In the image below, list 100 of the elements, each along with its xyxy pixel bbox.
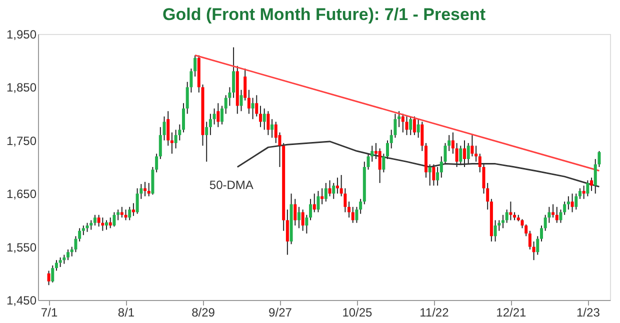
candlestick — [532, 240, 536, 261]
candlestick — [428, 164, 432, 186]
candlestick — [147, 182, 150, 197]
candlestick — [97, 214, 100, 228]
y-tick-label: 1,650 — [6, 187, 37, 202]
candlestick — [420, 121, 424, 152]
candlestick — [409, 116, 412, 136]
candlestick — [328, 180, 332, 197]
candlestick — [432, 164, 436, 186]
candlestick — [54, 260, 58, 272]
candlestick — [212, 108, 216, 125]
candlestick — [66, 248, 70, 261]
candlestick — [578, 188, 582, 200]
candlestick — [540, 225, 543, 242]
candlestick — [305, 214, 308, 234]
candlestick — [93, 214, 96, 226]
candlestick — [112, 212, 116, 228]
candlestick — [382, 153, 386, 173]
candlestick — [436, 166, 440, 186]
candlestick — [570, 193, 574, 213]
candlestick — [208, 113, 212, 136]
candlestick — [108, 217, 112, 229]
candlestick — [101, 217, 104, 232]
candlestick — [524, 224, 528, 237]
candlestick — [136, 188, 139, 214]
candlestick — [270, 118, 274, 138]
candlestick — [162, 116, 166, 141]
candlestick — [132, 202, 135, 216]
candlestick — [324, 182, 328, 202]
candlestick — [552, 204, 555, 218]
candlestick — [244, 68, 247, 101]
candlestick — [378, 148, 382, 184]
candlestick — [216, 102, 220, 128]
candlestick — [86, 222, 89, 232]
candlestick — [151, 166, 154, 196]
candlestick — [348, 201, 351, 218]
candlestick — [301, 209, 304, 232]
candlestick — [62, 254, 66, 264]
candlestick — [58, 256, 62, 268]
candlestick — [170, 132, 174, 154]
candlestick — [574, 193, 578, 210]
candlestick — [440, 156, 443, 178]
candlestick — [320, 188, 324, 205]
candlestick — [351, 206, 354, 224]
x-tick-label: 10/25 — [342, 306, 373, 320]
y-tick-label: 1,850 — [6, 80, 37, 95]
x-tick-label: 7/1 — [40, 306, 58, 320]
candlestick — [359, 198, 362, 214]
candlestick — [463, 140, 466, 168]
x-tick-label: 11/22 — [420, 306, 450, 320]
candlestick — [590, 177, 594, 192]
candlestick — [455, 142, 458, 168]
candlestick — [90, 220, 93, 230]
candlestick — [51, 264, 54, 283]
candlestick — [520, 218, 524, 229]
candlestick — [266, 110, 270, 136]
candlestick — [398, 110, 401, 128]
candlestick — [451, 132, 454, 154]
x-tick-label: 8/1 — [118, 306, 135, 320]
candlestick — [566, 196, 570, 210]
y-tick-label: 1,550 — [6, 240, 37, 254]
candlestick — [116, 209, 120, 221]
candlestick — [105, 220, 108, 230]
y-tick-label: 1,450 — [6, 294, 37, 308]
chart-title: Gold (Front Month Future): 7/1 - Present — [162, 5, 486, 24]
candlestick — [486, 182, 490, 210]
candlestick — [262, 108, 266, 130]
candlestick — [82, 225, 85, 236]
candlestick — [563, 201, 566, 216]
candlestick — [555, 206, 558, 224]
candlestick — [355, 206, 358, 224]
y-tick-label: 1,750 — [6, 134, 37, 148]
candlestick — [182, 102, 185, 133]
candlestick — [312, 193, 316, 213]
candlestick — [412, 116, 416, 136]
candlestick — [255, 94, 258, 117]
candlestick — [405, 116, 408, 136]
candlestick — [205, 121, 208, 162]
candlestick — [494, 220, 497, 242]
candlestick — [120, 206, 124, 218]
candlestick — [509, 201, 512, 221]
candlestick — [158, 126, 162, 160]
candlestick — [470, 134, 474, 157]
candlestick — [128, 206, 132, 221]
candlestick — [559, 209, 562, 224]
candlestick — [74, 236, 78, 253]
candlestick — [294, 198, 297, 226]
candlestick — [144, 181, 147, 197]
candlestick — [251, 97, 254, 120]
candlestick — [586, 180, 590, 197]
candlestick — [166, 110, 170, 146]
candlestick — [155, 153, 158, 173]
x-tick-label: 1/23 — [576, 306, 600, 320]
candlestick — [47, 270, 50, 286]
candlestick — [258, 105, 262, 128]
x-tick-label: 12/21 — [496, 306, 527, 320]
candlestick — [528, 230, 532, 250]
candlestick — [232, 46, 236, 98]
y-tick-label: 1,950 — [6, 28, 37, 42]
candlestick — [459, 145, 462, 165]
